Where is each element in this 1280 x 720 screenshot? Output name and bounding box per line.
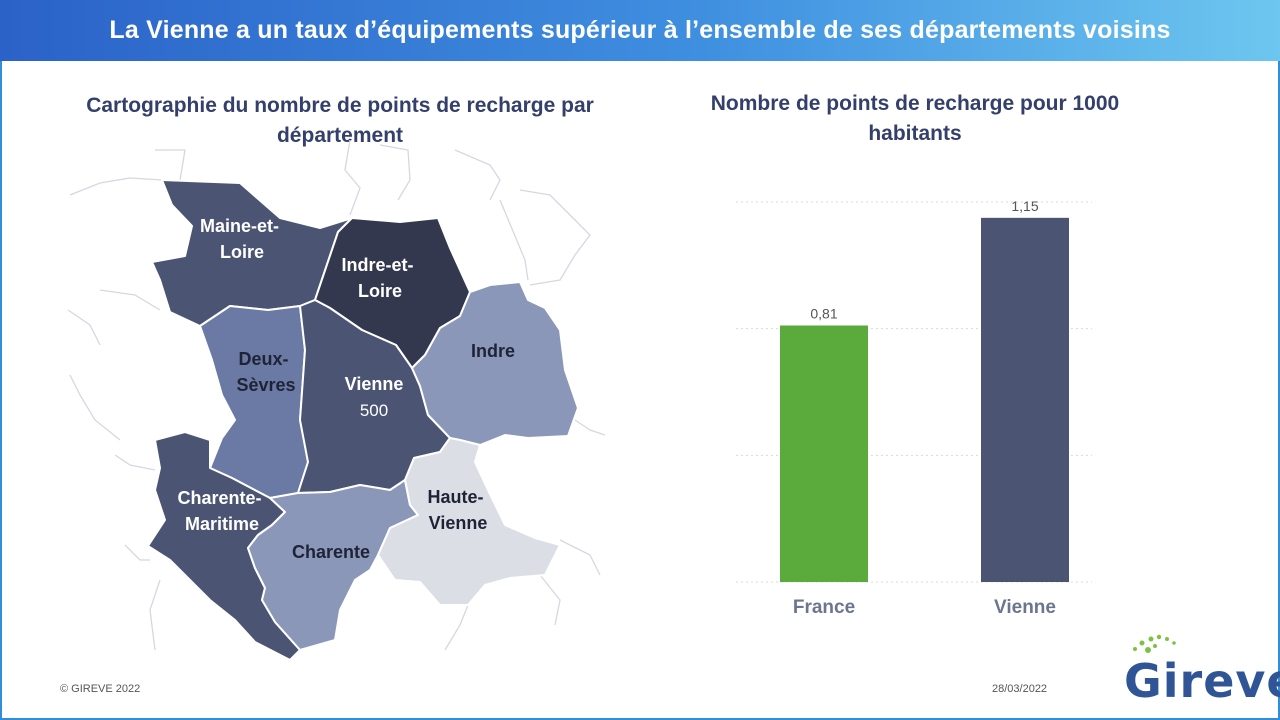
category-label-vienne: Vienne — [994, 597, 1056, 618]
slide-title: La Vienne a un taux d’équipements supéri… — [109, 16, 1171, 44]
map-title: Cartographie du nombre de points de rech… — [86, 94, 594, 147]
label-indre-et-loire: Indre-et- Loire — [341, 255, 418, 301]
copyright-text: © GIREVE 2022 — [60, 683, 141, 695]
dept-charente — [247, 479, 419, 651]
category-label-france: France — [793, 597, 855, 618]
value-label-vienne: 1,15 — [1011, 198, 1038, 214]
dept-indre — [411, 281, 579, 446]
logo-text: Gireve — [1124, 654, 1280, 708]
label-vienne: Vienne — [345, 374, 404, 394]
gireve-logo: Gireve — [1118, 628, 1280, 708]
dept-haute-vienne — [377, 437, 561, 606]
value-vienne: 500 — [360, 401, 388, 420]
label-indre: Indre — [471, 341, 515, 361]
bar-chart: 0,81 France 1,15 Vienne — [736, 198, 1092, 618]
label-maine-et-loire: Maine-et- Loire — [200, 216, 284, 262]
label-deux-sevres: Deux- Sèvres — [236, 349, 295, 395]
label-charente-maritime: Charente- Maritime — [177, 488, 266, 534]
chart-labels: 0,81 France 1,15 Vienne — [793, 198, 1056, 618]
label-haute-vienne: Haute- Vienne — [427, 487, 488, 533]
value-label-france: 0,81 — [810, 306, 837, 322]
bar-france — [780, 325, 868, 582]
label-charente: Charente — [292, 542, 370, 562]
logo-dots-icon — [1133, 634, 1176, 653]
chart-bars — [780, 217, 1069, 583]
bar-vienne — [981, 217, 1069, 583]
dept-deux-sevres — [199, 305, 309, 499]
chart-title: Nombre de points de recharge pour 1000 h… — [710, 92, 1120, 145]
department-map: Maine-et- Loire Indre-et- Loire Deux- Sè… — [67, 140, 606, 661]
date-text: 28/03/2022 — [992, 683, 1048, 695]
title-bar: La Vienne a un taux d’équipements supéri… — [0, 0, 1280, 61]
background-borders — [67, 140, 606, 651]
